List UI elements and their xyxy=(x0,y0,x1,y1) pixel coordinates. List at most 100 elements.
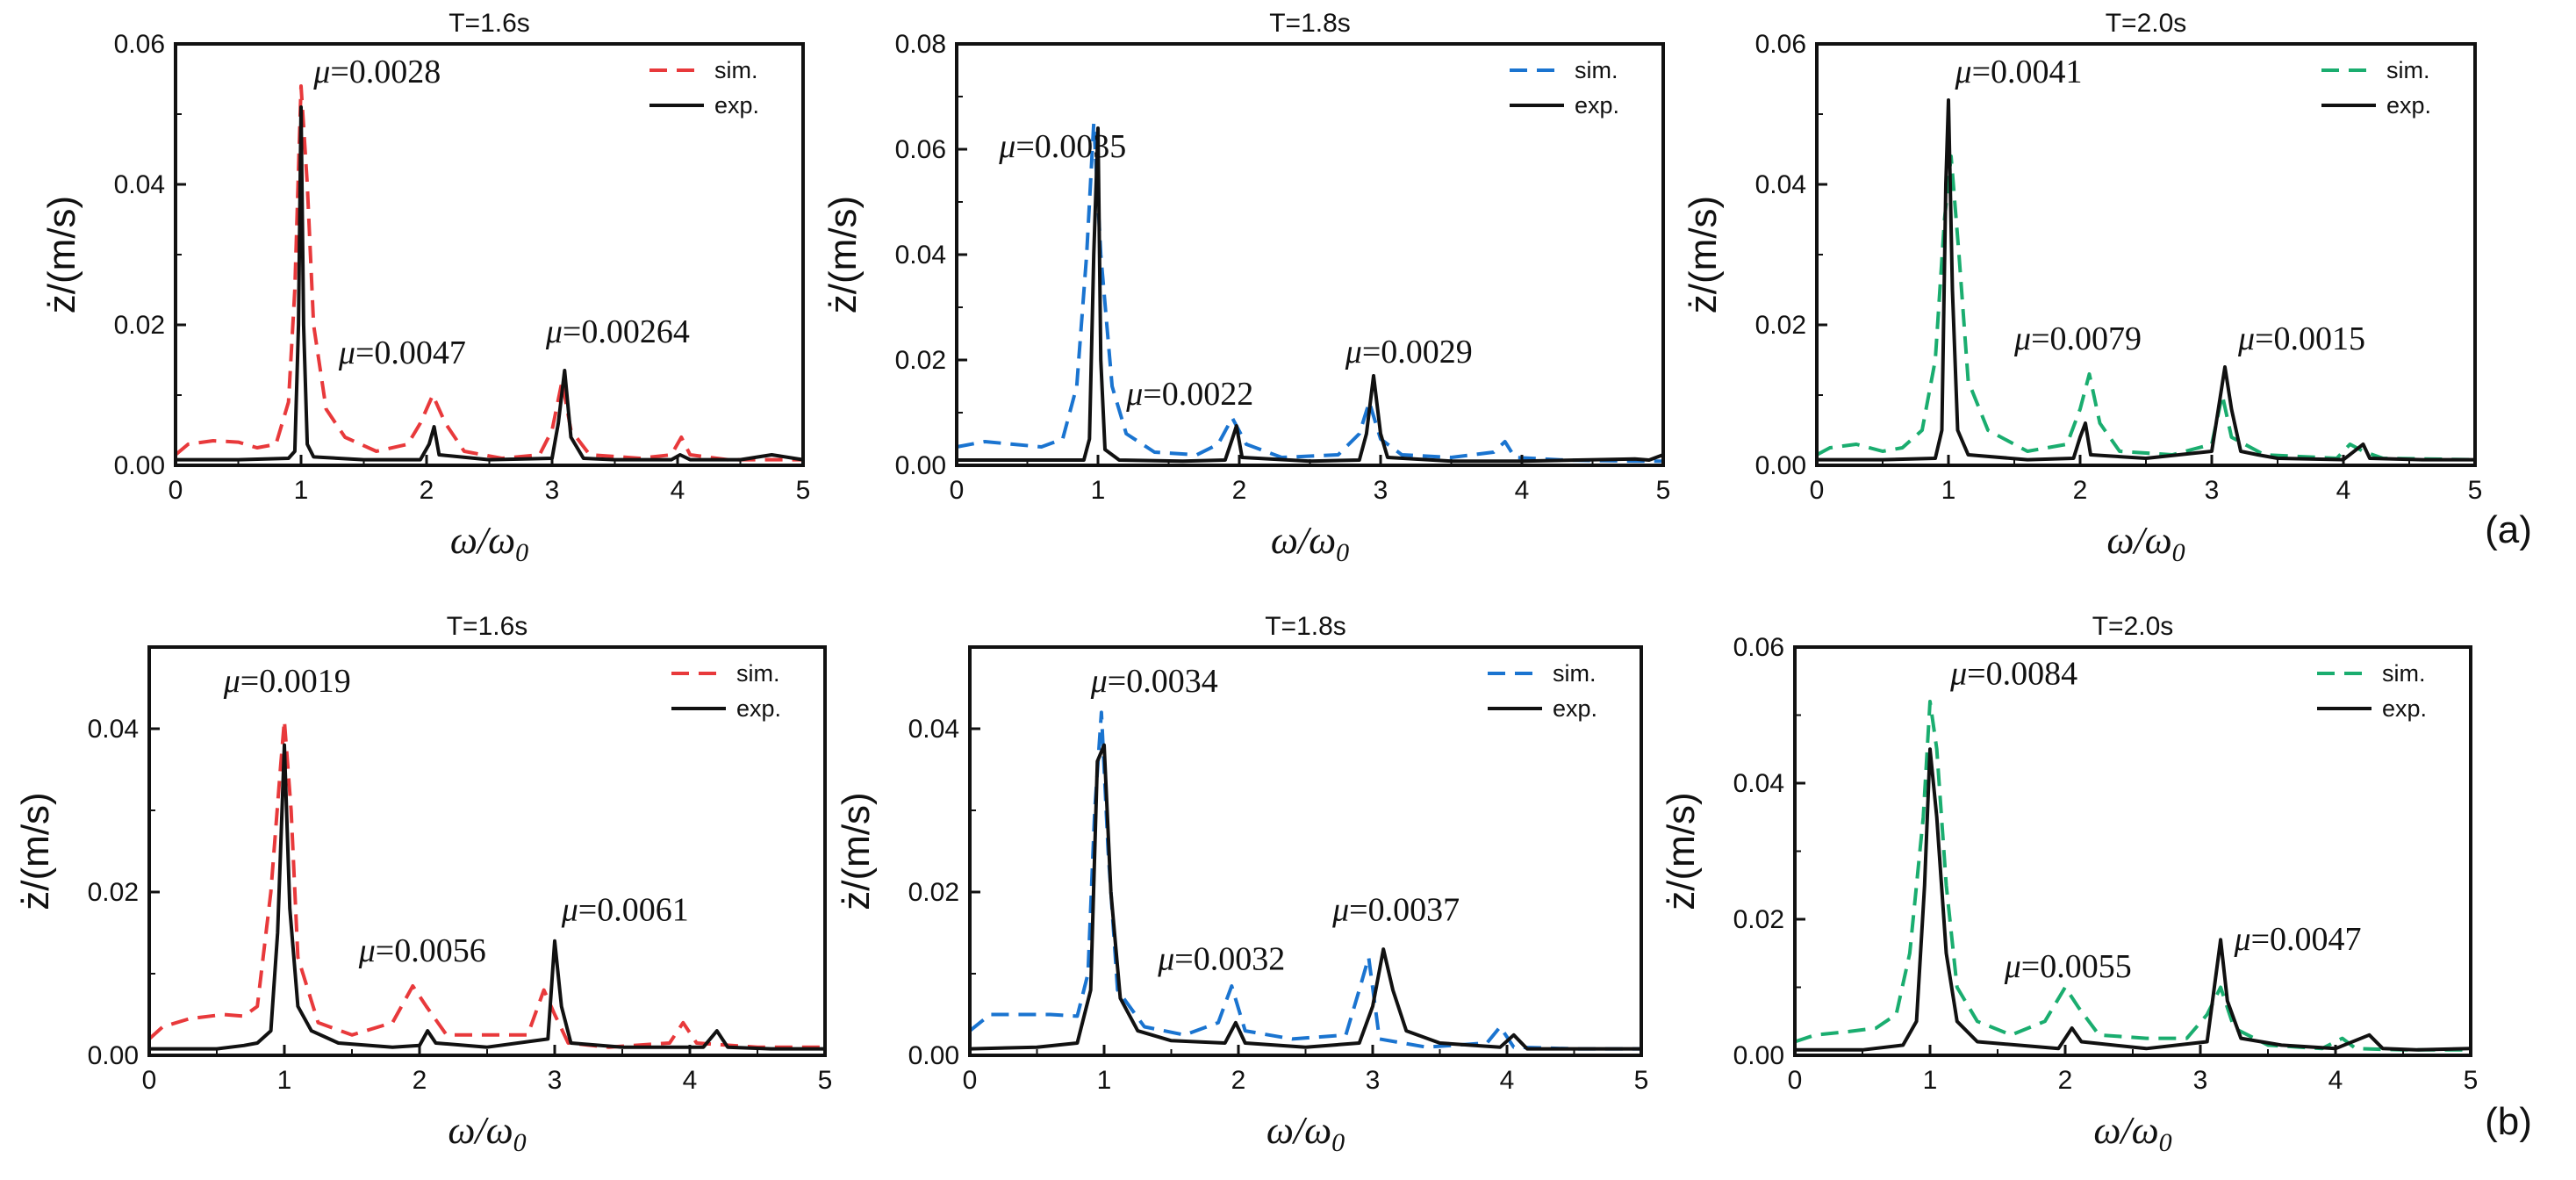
y-tick-label: 0.00 xyxy=(1733,1041,1784,1070)
exp-series-line xyxy=(1795,747,2472,1052)
exp-series-line xyxy=(1817,98,2475,462)
x-tick-label: 2 xyxy=(2073,476,2088,505)
panel-a-2: T=1.8s 0 1 2 3 4 5 0.00 0.02 0.04 0.06 0.08 ω/ω0 ż/(m… xyxy=(822,9,1670,567)
y-axis-label-text: ż/(m/s) xyxy=(14,792,57,910)
y-tick-label: 0.08 xyxy=(895,30,946,59)
y-tick-label: 0.06 xyxy=(895,135,946,164)
peak-annotation: μ=0.0079 xyxy=(2013,320,2142,357)
panel-title: T=1.6s xyxy=(448,9,530,38)
peak-annotation: μ=0.0034 xyxy=(1090,663,1218,700)
y-axis-label: ż/(m/s) xyxy=(835,792,878,910)
legend-exp-label: exp. xyxy=(714,92,759,119)
y-tick-label: 0.04 xyxy=(908,715,959,744)
legend-sim-label: sim. xyxy=(1575,57,1618,83)
exp-series-line xyxy=(176,105,804,462)
y-tick-label: 0.04 xyxy=(1755,170,1806,199)
peak-annotation: μ=0.0035 xyxy=(998,128,1126,165)
sim-series-line xyxy=(174,84,803,462)
peak-annotation: μ=0.0022 xyxy=(1125,376,1253,413)
x-tick-label: 1 xyxy=(1923,1066,1938,1095)
x-tick-label: 3 xyxy=(2193,1066,2208,1095)
panel-a-3: T=2.0s 0 1 2 3 4 5 0.00 0.02 0.04 0.06 ω/ω0 ż/(m/s) μ… xyxy=(1682,9,2482,567)
panel-title: T=1.8s xyxy=(1265,612,1346,641)
y-axis-label-text: ż/(m/s) xyxy=(1660,792,1703,910)
x-tick-label: 5 xyxy=(2468,476,2483,505)
x-tick-label: 1 xyxy=(1091,476,1106,505)
peak-annotation: μ=0.0028 xyxy=(312,54,441,90)
x-tick-label: 0 xyxy=(950,476,965,505)
peak-annotation: μ=0.0056 xyxy=(358,932,486,969)
x-tick-label: 0 xyxy=(1810,476,1825,505)
legend-exp-label: exp. xyxy=(2386,92,2431,119)
peak-annotation: μ=0.0037 xyxy=(1331,892,1460,929)
panel-b-2: T=1.8s 0 1 2 3 4 5 0.00 0.02 0.04 ω/ω0 ż/(m/s) μ=0.0… xyxy=(835,612,1648,1157)
x-tick-label: 5 xyxy=(1656,476,1671,505)
y-tick-label: 0.04 xyxy=(114,170,165,199)
x-tick-label: 2 xyxy=(413,1066,427,1095)
legend-exp-label: exp. xyxy=(1575,92,1619,119)
y-tick-label: 0.06 xyxy=(1733,633,1784,662)
peak-annotation: μ=0.0047 xyxy=(338,335,466,371)
x-tick-label: 0 xyxy=(1788,1066,1803,1095)
y-axis-label: ż/(m/s) xyxy=(40,196,83,313)
panel-a-1: T=1.6s 0 1 2 3 4 5 0.00 0.02 0.04 0.06 ω/ω0 ż/(m/s) μ… xyxy=(40,9,810,567)
y-tick-label: 0.04 xyxy=(1733,769,1784,798)
peak-annotation: μ=0.0055 xyxy=(2004,948,2132,985)
sim-series-line xyxy=(968,710,1641,1051)
y-tick-label: 0.02 xyxy=(895,346,946,375)
legend-exp-label: exp. xyxy=(736,695,781,722)
x-tick-label: 3 xyxy=(2205,476,2220,505)
x-tick-label: 4 xyxy=(1500,1066,1515,1095)
x-tick-label: 3 xyxy=(545,476,560,505)
exp-series-line xyxy=(149,743,825,1051)
x-tick-label: 0 xyxy=(169,476,183,505)
exp-series-line xyxy=(957,126,1664,464)
y-axis-label: ż/(m/s) xyxy=(14,792,57,910)
y-tick-label: 0.00 xyxy=(88,1041,139,1070)
x-tick-label: 2 xyxy=(420,476,434,505)
legend-sim-label: sim. xyxy=(2382,660,2426,687)
x-tick-label: 5 xyxy=(1634,1066,1649,1095)
panel-b-3: T=2.0s 0 1 2 3 4 5 0.00 0.02 0.04 0.06 ω/ω0 ż/(m/s) μ… xyxy=(1660,612,2478,1157)
legend-sim-label: sim. xyxy=(714,57,758,83)
x-tick-label: 3 xyxy=(548,1066,563,1095)
peak-annotation: μ=0.0061 xyxy=(561,892,689,929)
x-axis-label: ω/ω0 xyxy=(2093,1109,2171,1157)
x-tick-label: 4 xyxy=(671,476,685,505)
y-tick-label: 0.06 xyxy=(114,30,165,59)
sim-series-line xyxy=(1794,700,2471,1052)
y-tick-label: 0.00 xyxy=(114,451,165,480)
y-tick-label: 0.04 xyxy=(895,241,946,270)
x-tick-label: 1 xyxy=(277,1066,292,1095)
x-tick-label: 4 xyxy=(683,1066,698,1095)
legend-exp-label: exp. xyxy=(1553,695,1597,722)
panel-title: T=1.6s xyxy=(447,612,528,641)
peak-annotation: μ=0.0041 xyxy=(1955,54,2083,90)
x-tick-label: 2 xyxy=(1232,476,1247,505)
y-axis-label-text: ż/(m/s) xyxy=(822,196,865,313)
x-tick-label: 2 xyxy=(2058,1066,2073,1095)
x-tick-label: 5 xyxy=(796,476,811,505)
legend-sim-label: sim. xyxy=(2386,57,2430,83)
panel-title: T=2.0s xyxy=(2092,612,2174,641)
panel-b-1: T=1.6s 0 1 2 3 4 5 0.00 0.02 0.04 ω/ω0 ż/(m/s) μ=0.0… xyxy=(14,612,832,1157)
x-tick-label: 1 xyxy=(1941,476,1956,505)
x-tick-label: 5 xyxy=(2464,1066,2479,1095)
y-tick-label: 0.02 xyxy=(88,878,139,907)
peak-annotation: μ=0.0029 xyxy=(1345,334,1473,371)
x-tick-label: 1 xyxy=(294,476,309,505)
x-tick-label: 3 xyxy=(1366,1066,1381,1095)
exp-series-line xyxy=(969,743,1641,1051)
peak-annotation: μ=0.0032 xyxy=(1157,940,1285,977)
y-tick-label: 0.02 xyxy=(1755,311,1806,340)
x-tick-label: 4 xyxy=(2328,1066,2343,1095)
y-tick-label: 0.02 xyxy=(1733,905,1784,934)
x-axis-label: ω/ω0 xyxy=(1271,519,1349,567)
y-axis-label: ż/(m/s) xyxy=(1682,196,1725,313)
peak-annotation: μ=0.0015 xyxy=(2237,320,2365,357)
x-tick-label: 5 xyxy=(818,1066,833,1095)
sim-series-line xyxy=(147,718,825,1049)
legend-sim-label: sim. xyxy=(736,660,780,687)
peak-annotation: μ=0.00264 xyxy=(545,313,690,350)
